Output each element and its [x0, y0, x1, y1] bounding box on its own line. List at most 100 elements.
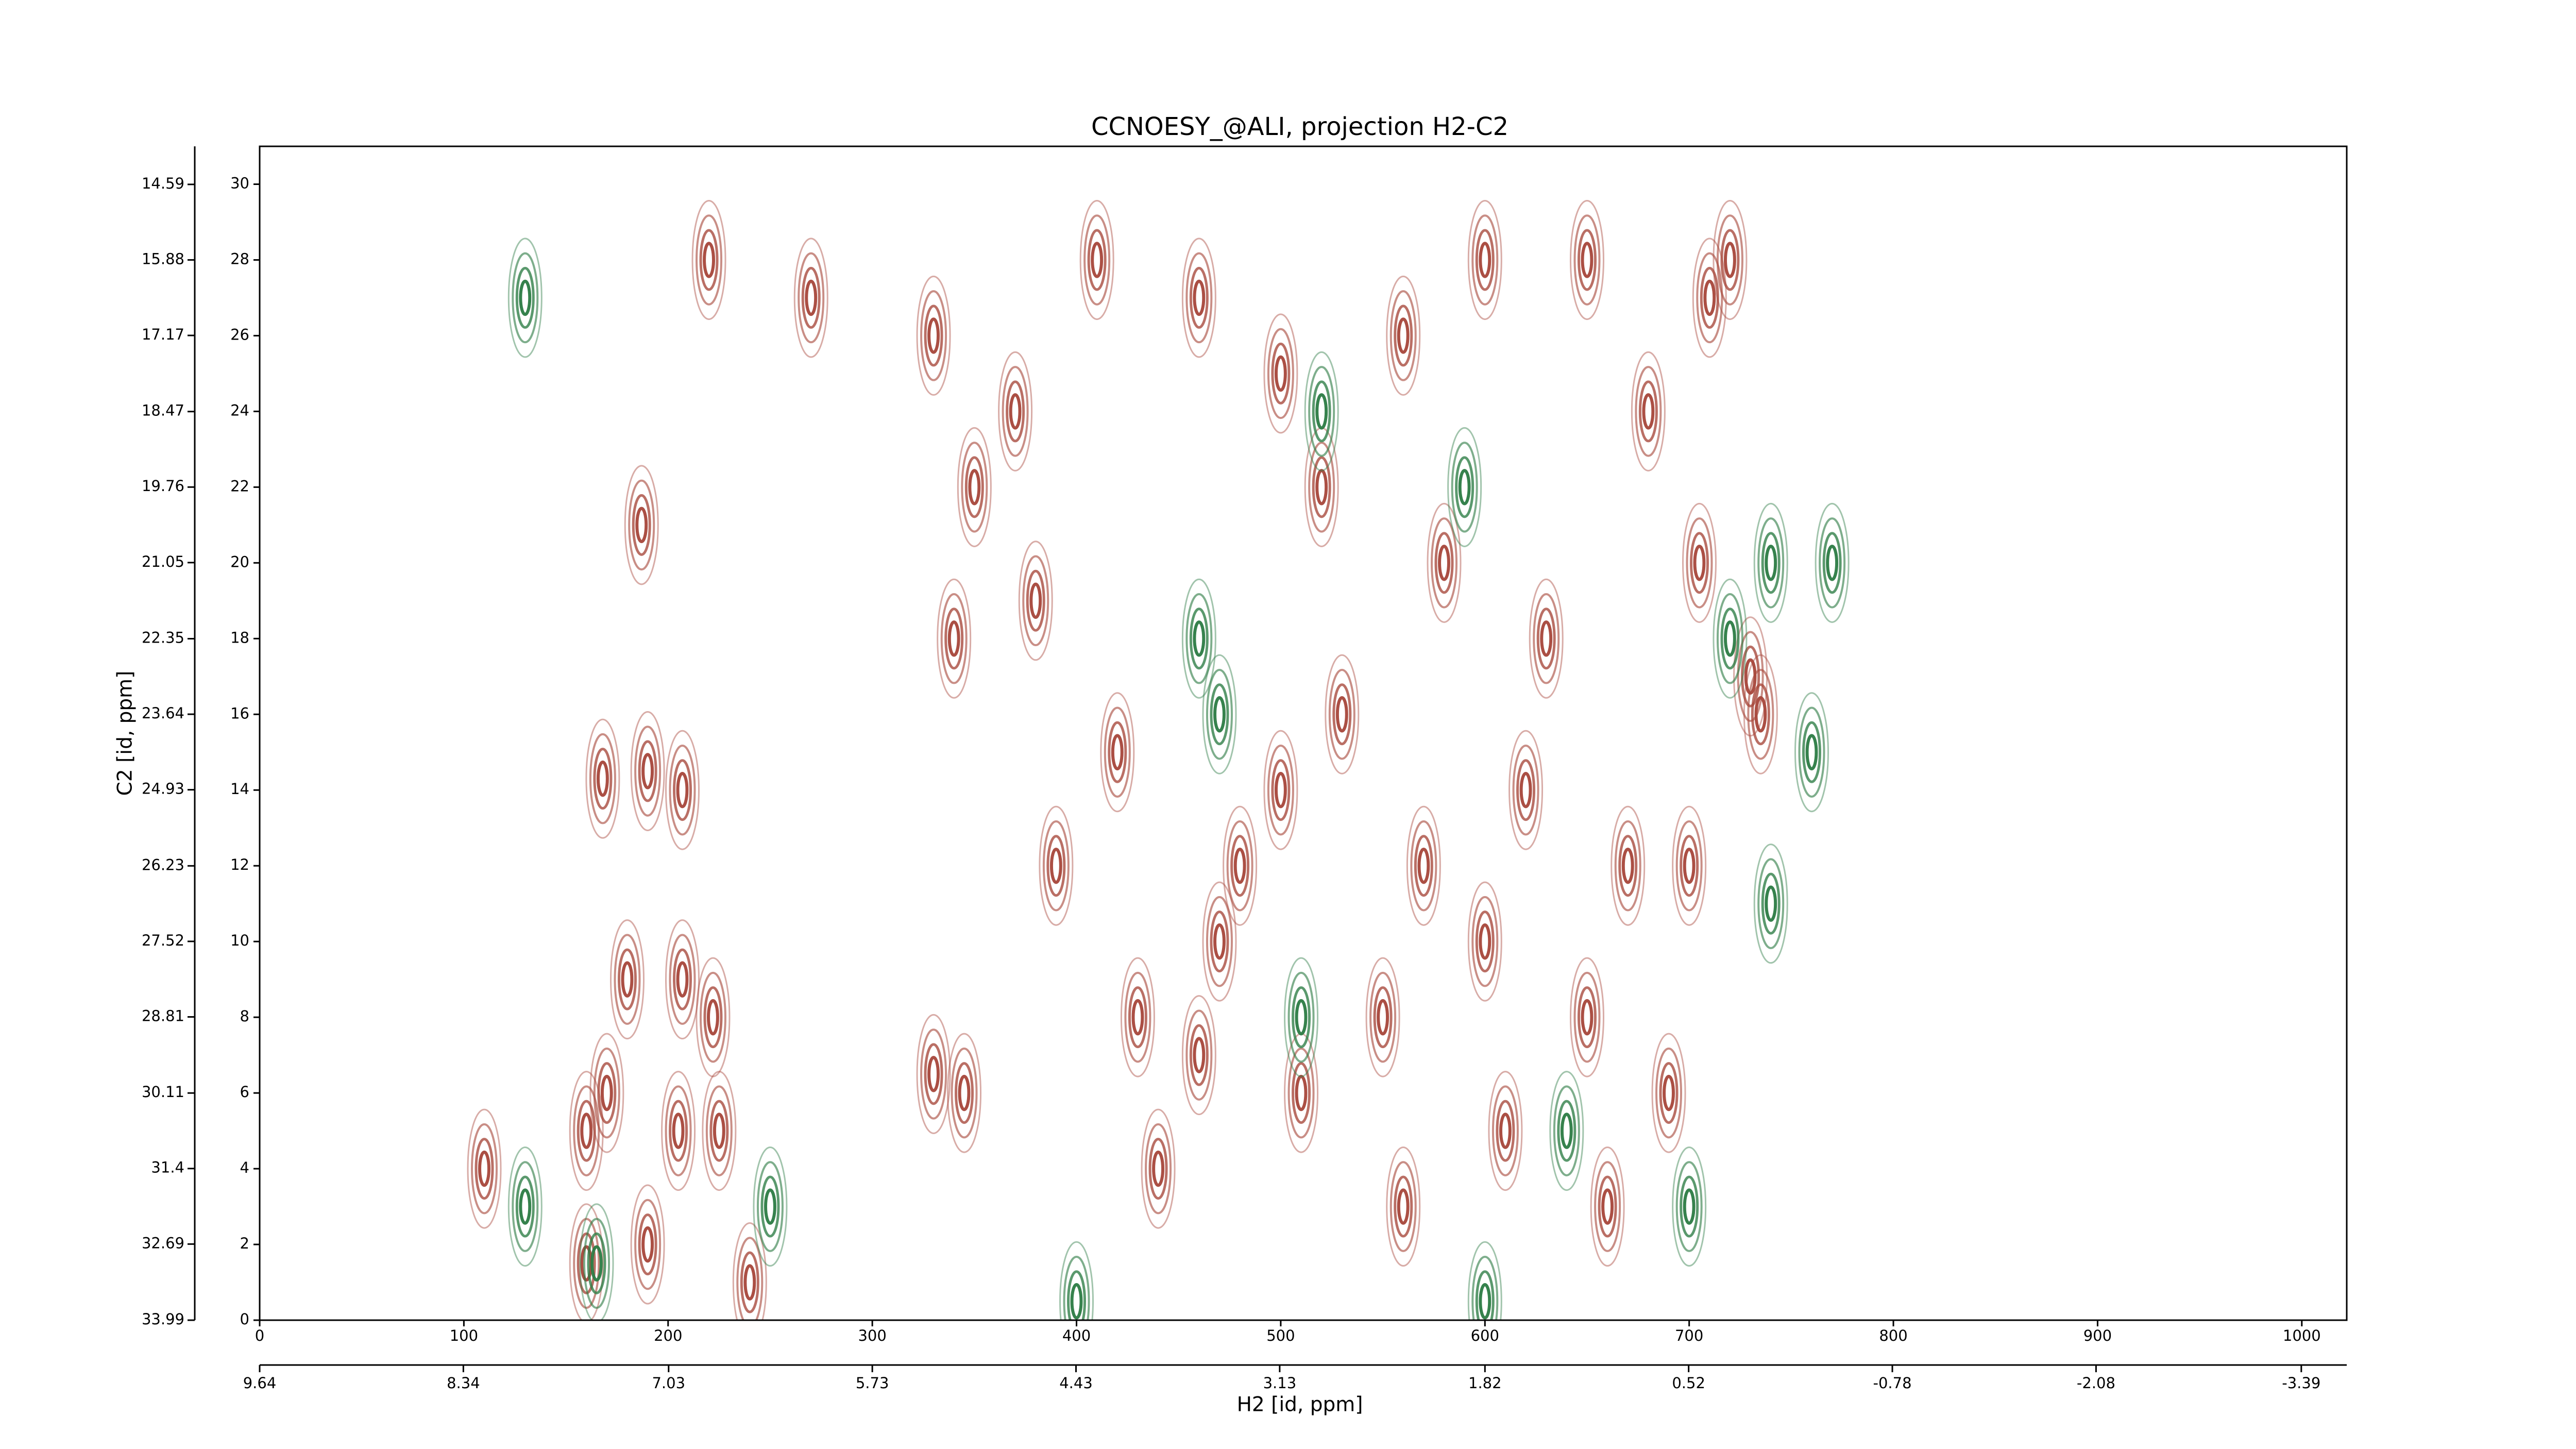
contour-ring [1499, 1113, 1512, 1149]
contour-ring [1185, 1009, 1213, 1101]
contour-ring [1659, 1062, 1679, 1124]
contour-ring [614, 934, 641, 1025]
contour-ring [1488, 1071, 1523, 1191]
contour-ring [798, 252, 825, 344]
contour-ring [573, 1085, 600, 1176]
y-tick-label: 10 [230, 932, 249, 949]
contour-ring [1193, 279, 1206, 316]
contour-ring [1601, 1188, 1614, 1225]
contour-ring [1655, 1047, 1683, 1139]
contour-ring [1131, 999, 1144, 1036]
x-tick-label: 400 [1062, 1327, 1091, 1344]
contour-ring [585, 718, 620, 839]
contour-ring [1141, 1108, 1176, 1229]
contour-ring [1533, 593, 1560, 684]
contour-ring [1308, 366, 1335, 457]
contour-ring [1794, 692, 1829, 813]
contour-ring [583, 1218, 611, 1309]
contour-ring [1798, 706, 1825, 798]
contour-ring [1573, 214, 1601, 306]
contour-ring [1512, 744, 1539, 836]
contour-ring [958, 1074, 971, 1111]
y-axis-label: C2 [id, ppm] [114, 671, 137, 796]
y-tick-label: 0 [240, 1310, 249, 1328]
contour-ring [1063, 1256, 1090, 1320]
contour-ring [1263, 313, 1298, 434]
contour-ring [467, 1108, 502, 1229]
contour-ring [920, 1029, 947, 1120]
contour-ring [1046, 835, 1066, 897]
contour-ring [740, 1251, 759, 1313]
contour-ring [1747, 669, 1774, 760]
contour-ring [1475, 1270, 1495, 1320]
contour-ring [1638, 380, 1658, 443]
contour-ring [1210, 911, 1229, 973]
contour-ring [590, 1245, 603, 1282]
contour-ring [753, 1147, 788, 1267]
contour-ring [471, 1123, 498, 1215]
contour-ring [1406, 805, 1441, 926]
contour-ring [1761, 872, 1781, 935]
contour-ring [632, 494, 651, 556]
contour-ring [793, 238, 828, 358]
contour-ring [1680, 835, 1699, 897]
contour-ring [1206, 669, 1233, 760]
contour-ring [638, 740, 657, 802]
contour-ring [512, 1161, 539, 1252]
contour-ring [1713, 578, 1748, 699]
contour-ring [638, 1214, 657, 1276]
contour-ring [1553, 1085, 1580, 1176]
contour-ring [507, 1147, 543, 1267]
contour-ring [1397, 1188, 1410, 1225]
contour-ring [1386, 1147, 1421, 1267]
contour-layer [467, 199, 1850, 1320]
contour-ring [1394, 1175, 1413, 1238]
contour-ring [924, 1043, 943, 1105]
y2-tick-label: 30.11 [142, 1083, 184, 1101]
contour-ring [573, 1218, 600, 1309]
contour-ring [1009, 393, 1022, 430]
contour-ring [1754, 696, 1767, 733]
contour-ring [624, 465, 659, 585]
contour-ring [621, 961, 634, 998]
contour-ring [1335, 696, 1348, 733]
contour-ring [1295, 1074, 1308, 1111]
x-tick-label: 900 [2083, 1327, 2112, 1344]
contour-ring [1315, 469, 1328, 506]
x-tick-label: 300 [858, 1327, 886, 1344]
x2-tick-label: 0.52 [1672, 1374, 1705, 1392]
contour-ring [569, 1203, 604, 1320]
contour-ring [709, 1100, 729, 1162]
contour-ring [1230, 835, 1250, 897]
contour-ring [951, 1047, 978, 1139]
y2-tick-label: 15.88 [142, 250, 184, 267]
contour-ring [1753, 502, 1788, 623]
contour-ring [1026, 569, 1045, 632]
contour-ring [665, 1085, 692, 1176]
x2-tick-label: 3.13 [1263, 1374, 1297, 1392]
contour-ring [1386, 275, 1421, 396]
contour-ring [1377, 999, 1389, 1036]
contour-ring [1611, 805, 1646, 926]
contour-ring [1471, 1256, 1499, 1320]
contour-ring [1467, 1241, 1502, 1320]
contour-ring [1148, 1138, 1168, 1200]
contour-ring [1018, 541, 1053, 661]
contour-ring [1210, 683, 1229, 746]
x-axis-label: H2 [id, ppm] [1237, 1393, 1363, 1417]
contour-ring [1540, 620, 1553, 657]
contour-ring [1672, 805, 1707, 926]
x2-tick-label: 8.34 [447, 1374, 480, 1392]
contour-ring [1651, 1033, 1686, 1153]
contour-ring [916, 275, 951, 396]
contour-ring [1312, 456, 1331, 518]
contour-ring [1723, 620, 1736, 657]
y2-tick-label: 26.23 [142, 856, 184, 873]
contour-ring [1124, 971, 1151, 1063]
contour-ring [1389, 1161, 1417, 1252]
contour-ring [1573, 971, 1601, 1063]
chart-title: CCNOESY_@ALI, projection H2-C2 [1091, 112, 1509, 141]
contour-ring [593, 748, 613, 810]
contour-ring [1181, 578, 1216, 699]
contour-ring [1751, 683, 1770, 746]
